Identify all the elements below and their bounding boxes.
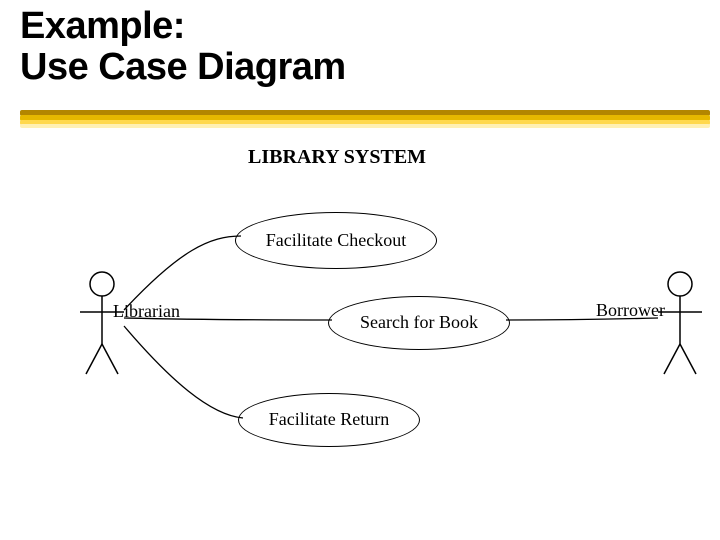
actor-librarian [80,272,124,374]
slide-title: Example: Use Case Diagram [20,6,346,88]
usecase-search-for-book: Search for Book [328,296,510,350]
actor-leg-icon [664,344,680,374]
association-line [124,236,241,310]
slide: Example: Use Case Diagram LIBRARY SYSTEM… [0,0,720,540]
usecase-label: Facilitate Checkout [266,231,406,251]
usecase-label: Facilitate Return [269,410,389,430]
underline-bar-4 [20,124,710,128]
actor-borrower [658,272,702,374]
system-label: LIBRARY SYSTEM [248,146,426,169]
actor-leg-icon [102,344,118,374]
usecase-label: Search for Book [360,313,478,333]
usecase-facilitate-checkout: Facilitate Checkout [235,212,437,269]
actor-leg-icon [86,344,102,374]
actor-label-borrower: Borrower [596,300,665,321]
actor-head-icon [668,272,692,296]
actor-label-librarian: Librarian [113,301,180,322]
usecase-facilitate-return: Facilitate Return [238,393,420,447]
actor-head-icon [90,272,114,296]
title-line-1: Example: [20,6,346,47]
actor-leg-icon [680,344,696,374]
title-line-2: Use Case Diagram [20,47,346,88]
association-line [124,326,243,418]
